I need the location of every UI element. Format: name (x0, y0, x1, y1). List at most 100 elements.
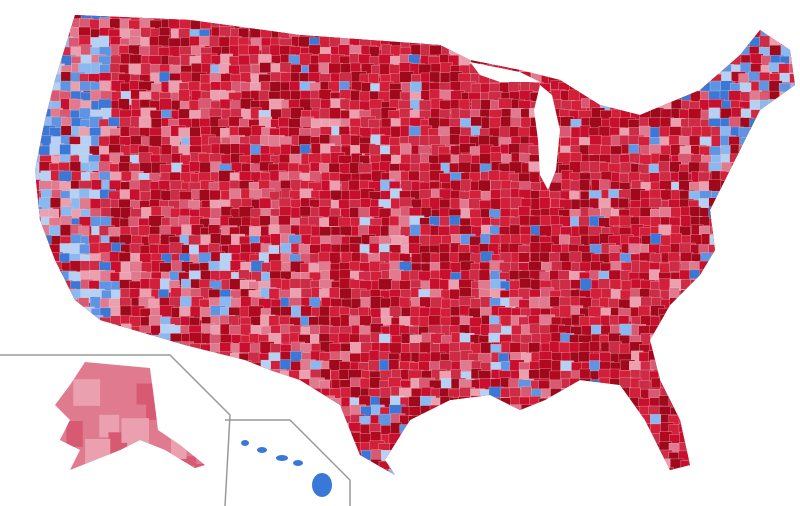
county (588, 467, 604, 475)
county (589, 135, 602, 147)
county (729, 53, 742, 65)
county (659, 314, 672, 325)
county (261, 388, 274, 398)
county (70, 344, 85, 355)
county (619, 82, 631, 95)
county (570, 478, 586, 492)
county (529, 450, 545, 464)
county (329, 433, 342, 446)
county (229, 325, 242, 336)
county (778, 324, 789, 336)
county (350, 469, 363, 475)
county (460, 460, 473, 475)
county (721, 379, 733, 394)
county (158, 333, 172, 344)
county (738, 306, 754, 320)
county (539, 54, 556, 65)
county (38, 424, 54, 434)
county (580, 15, 593, 22)
county (148, 135, 163, 148)
county (600, 45, 612, 59)
county (290, 388, 303, 401)
county (738, 218, 753, 228)
county (730, 442, 745, 455)
county (439, 360, 452, 371)
county (708, 161, 722, 172)
county (38, 116, 54, 127)
county (790, 235, 795, 247)
county (250, 433, 265, 444)
county (649, 144, 661, 155)
county (178, 353, 192, 366)
county (700, 324, 715, 338)
county (150, 478, 162, 491)
county (538, 405, 555, 420)
county (439, 432, 455, 447)
county (720, 36, 734, 49)
county (60, 71, 72, 82)
county (68, 37, 80, 48)
county (271, 424, 285, 439)
county (738, 378, 754, 390)
county (420, 207, 432, 218)
county (458, 35, 472, 50)
county (260, 479, 275, 492)
county (570, 71, 582, 86)
county (460, 118, 472, 129)
county (498, 424, 514, 439)
county (68, 470, 80, 475)
county (718, 45, 730, 60)
county (769, 405, 784, 417)
borough (73, 379, 101, 406)
county (201, 469, 213, 475)
county (300, 326, 311, 336)
borough (164, 389, 191, 404)
county (751, 460, 767, 473)
county (710, 217, 722, 228)
county (670, 314, 683, 327)
county (730, 279, 745, 294)
county (178, 370, 191, 384)
county (108, 117, 120, 127)
county (120, 323, 132, 334)
county (790, 314, 795, 329)
county (35, 369, 43, 381)
county (39, 253, 51, 264)
county (690, 15, 706, 22)
county (790, 82, 795, 96)
county (419, 15, 432, 22)
county (700, 296, 716, 310)
county (589, 28, 605, 40)
county (168, 414, 181, 429)
county (700, 28, 716, 38)
county (260, 414, 272, 428)
county (298, 15, 316, 24)
county (650, 19, 666, 33)
county (511, 478, 526, 488)
county (90, 315, 104, 327)
county (549, 449, 566, 461)
county (569, 378, 581, 392)
county (770, 227, 785, 242)
county (788, 181, 795, 193)
county (220, 368, 237, 381)
county (530, 442, 543, 456)
county (420, 405, 432, 415)
county (579, 18, 593, 29)
county (430, 423, 442, 435)
county (500, 459, 516, 471)
county (720, 216, 735, 228)
county (528, 161, 541, 172)
county (129, 288, 141, 300)
county (278, 154, 290, 164)
county (728, 342, 742, 354)
county (540, 45, 555, 58)
county (590, 91, 602, 101)
county (730, 235, 743, 249)
county (708, 15, 723, 22)
county (35, 153, 40, 166)
county (349, 460, 364, 471)
island (312, 473, 332, 497)
county (408, 415, 423, 426)
county (600, 425, 615, 438)
